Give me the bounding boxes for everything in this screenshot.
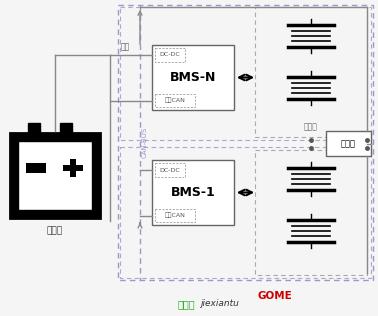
Bar	[26, 163, 46, 173]
Bar	[120, 147, 371, 278]
Bar	[120, 7, 371, 140]
Bar	[70, 159, 76, 177]
Text: 隔离CAN: 隔离CAN	[164, 213, 186, 218]
Bar	[28, 123, 40, 135]
Text: 电池串: 电池串	[304, 123, 318, 131]
Bar	[155, 163, 185, 177]
Bar	[18, 141, 92, 210]
Bar	[152, 160, 234, 225]
Bar	[118, 5, 373, 280]
Bar	[152, 45, 234, 110]
Text: BMS-1: BMS-1	[170, 186, 215, 199]
Bar	[10, 133, 100, 218]
Bar	[255, 7, 367, 137]
Text: 蓄电池: 蓄电池	[47, 226, 63, 235]
Text: 逆变器: 逆变器	[341, 139, 356, 148]
Text: 电源: 电源	[120, 42, 130, 51]
Text: CAN-BUS: CAN-BUS	[142, 127, 148, 158]
Bar	[255, 150, 367, 275]
Text: DC-DC: DC-DC	[160, 52, 180, 58]
Text: DC-DC: DC-DC	[160, 167, 180, 173]
Text: 隔离CAN: 隔离CAN	[164, 98, 186, 103]
Bar	[155, 48, 185, 62]
Bar	[60, 123, 72, 135]
Bar	[155, 209, 195, 222]
Text: 接线图: 接线图	[177, 299, 195, 309]
Text: jiexiantu: jiexiantu	[200, 300, 239, 308]
Bar	[326, 131, 371, 156]
Bar	[63, 165, 83, 171]
Text: BMS-N: BMS-N	[170, 71, 216, 84]
Text: GOME: GOME	[258, 291, 292, 301]
Bar	[155, 94, 195, 107]
